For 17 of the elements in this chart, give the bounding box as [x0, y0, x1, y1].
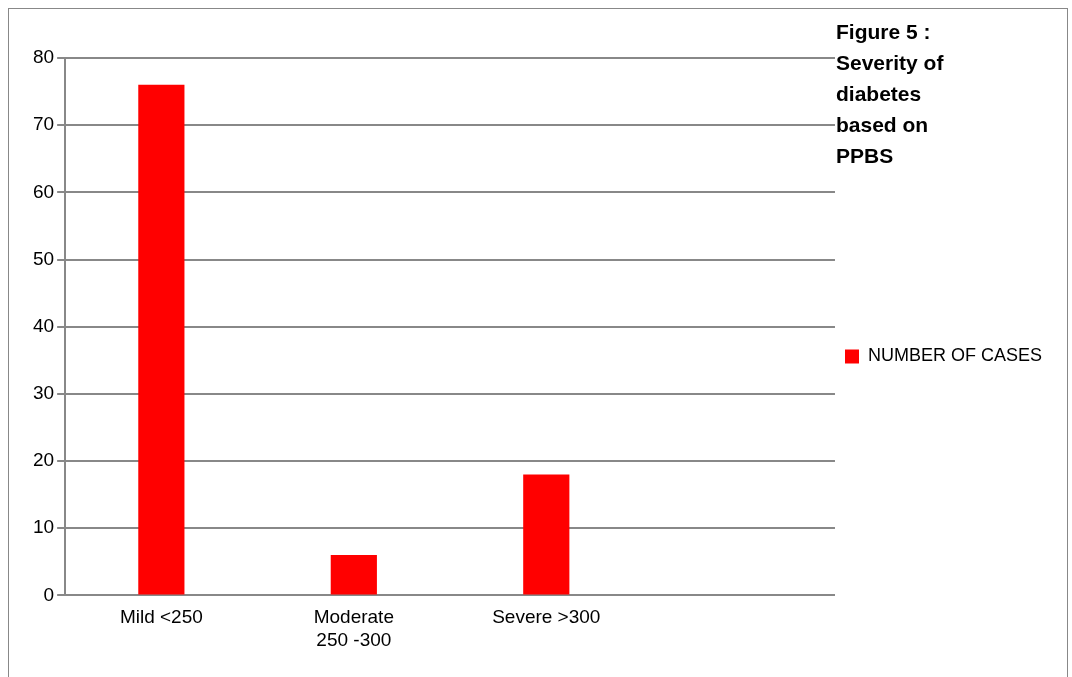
bar: [138, 84, 185, 595]
y-tick-label: 30: [32, 382, 55, 404]
bar: [330, 555, 377, 595]
x-tick-label: Mild <250: [119, 606, 203, 628]
y-tick-label: 0: [43, 583, 55, 605]
y-tick-label: 40: [32, 314, 55, 336]
bar: [523, 474, 570, 595]
legend-label: NUMBER OF CASES: [867, 345, 1043, 366]
y-tick-label: 20: [32, 449, 55, 471]
x-tick-label: Moderate 250 -300: [313, 606, 394, 650]
y-tick-label: 10: [32, 516, 55, 538]
x-tick-label: Severe >300: [492, 606, 601, 628]
y-tick-label: 60: [32, 180, 55, 202]
text: Figure 5 : Severity of diabetes based on PPBS: [836, 19, 945, 169]
y-tick-label: 80: [32, 46, 55, 68]
y-tick-label: 70: [32, 113, 55, 135]
y-tick-label: 50: [32, 247, 55, 269]
